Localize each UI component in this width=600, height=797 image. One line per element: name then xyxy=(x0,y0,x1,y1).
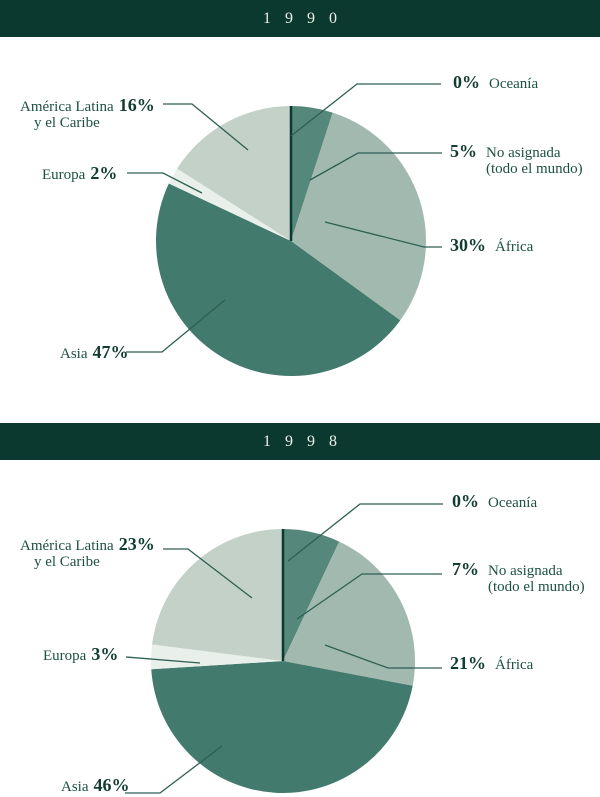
slice-name-line: Oceanía xyxy=(488,495,538,511)
slice-pct: 0% xyxy=(452,491,479,511)
leader-lines xyxy=(125,83,443,794)
pie-slice-asia-1990 xyxy=(156,183,401,376)
slice-name-line: (todo el mundo) xyxy=(488,579,585,595)
slice-name-block: América Latina y el Caribe xyxy=(20,99,114,131)
leader-africa-1990 xyxy=(324,221,442,248)
label-asia-1990: Asia 47% xyxy=(60,342,129,362)
leader-oceania-1998 xyxy=(287,503,443,562)
label-europa-1998: Europa 3% xyxy=(43,644,119,664)
slice-name-line: América Latina xyxy=(20,538,114,554)
slice-name-line: Asia xyxy=(61,779,89,795)
label-no-asignada-1998: 7% No asignada (todo el mundo) xyxy=(452,559,585,595)
pie-slice-africa-1998 xyxy=(283,541,416,686)
leader-europa-1998 xyxy=(125,656,201,664)
leader-asia-1990 xyxy=(126,299,226,353)
slice-pct: 2% xyxy=(90,163,118,183)
slice-name-line: Oceanía xyxy=(489,76,539,92)
slice-pct: 21% xyxy=(450,653,486,673)
slice-pct: 5% xyxy=(450,141,477,161)
slice-pct: 46% xyxy=(93,775,130,795)
pie-1998 xyxy=(151,529,416,794)
slice-name-line: No asignada xyxy=(486,145,561,161)
leader-no-asignada-1990 xyxy=(309,152,442,181)
leader-america-latina-1990 xyxy=(163,103,249,151)
slice-name-line: África xyxy=(495,657,534,673)
pie-slice-europa-1990 xyxy=(168,168,291,241)
slice-name-line: Asia xyxy=(60,346,88,362)
leader-africa-1998 xyxy=(324,644,442,669)
slice-pct: 23% xyxy=(118,534,155,554)
slice-name-line: África xyxy=(495,239,534,255)
pie-slice-asia-1998 xyxy=(151,661,413,794)
slice-pct: 7% xyxy=(452,559,479,579)
pie-slice-africa-1990 xyxy=(291,112,426,321)
label-europa-1990: Europa 2% xyxy=(42,163,118,183)
slice-name-line: y el Caribe xyxy=(33,115,100,131)
pie-slice-america-latina-1998 xyxy=(152,529,283,661)
slice-pct: 16% xyxy=(118,95,155,115)
slice-pct: 30% xyxy=(450,235,486,255)
leader-no-asignada-1998 xyxy=(296,573,442,620)
slice-name-line: No asignada xyxy=(488,563,563,579)
year-title-1998: 1 9 9 8 xyxy=(263,433,342,450)
pie-slice-america-latina-1990 xyxy=(177,106,291,241)
slice-name-block: No asignada (todo el mundo) xyxy=(488,563,585,595)
label-oceania-1998: 0% Oceanía xyxy=(452,491,538,511)
slice-pct: 47% xyxy=(92,342,129,362)
slice-name-block: América Latina y el Caribe xyxy=(20,538,114,570)
pie-1990 xyxy=(156,106,426,376)
pie-slice-no-asignada-1990 xyxy=(291,106,333,241)
year-band-1998: 1 9 9 8 xyxy=(0,423,600,460)
slice-name-line: Europa xyxy=(42,167,86,183)
slice-name-line: (todo el mundo) xyxy=(486,161,583,177)
label-oceania-1990: 0% Oceanía xyxy=(453,72,539,92)
leader-asia-1998 xyxy=(125,745,223,794)
label-no-asignada-1990: 5% No asignada (todo el mundo) xyxy=(450,141,583,177)
leader-america-latina-1998 xyxy=(163,548,253,599)
label-africa-1990: 30% África xyxy=(450,235,534,255)
label-america-latina-1990: América Latina y el Caribe 16% xyxy=(20,95,155,131)
year-band-1990: 1 9 9 0 xyxy=(0,0,600,37)
slice-name-line: América Latina xyxy=(20,99,114,115)
year-title-1990: 1 9 9 0 xyxy=(263,10,342,27)
leader-europa-1990 xyxy=(127,172,203,194)
label-africa-1998: 21% África xyxy=(450,653,534,673)
label-asia-1998: Asia 46% xyxy=(61,775,130,795)
slice-pct: 0% xyxy=(453,72,480,92)
slice-name-line: y el Caribe xyxy=(33,554,100,570)
label-america-latina-1998: América Latina y el Caribe 23% xyxy=(20,534,155,570)
pie-slice-europa-1998 xyxy=(151,644,283,670)
pie-slice-no-asignada-1998 xyxy=(283,529,340,661)
slice-pct: 3% xyxy=(91,644,119,664)
slice-name-block: No asignada (todo el mundo) xyxy=(486,145,583,177)
leader-oceania-1990 xyxy=(290,83,441,137)
slice-name-line: Europa xyxy=(43,648,87,664)
